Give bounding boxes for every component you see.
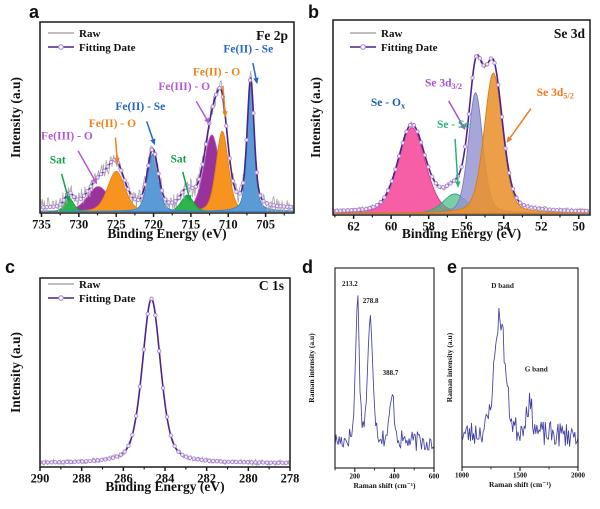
svg-text:60: 60 — [385, 220, 398, 234]
svg-text:Fe(III) - O: Fe(III) - O — [158, 81, 210, 93]
svg-text:Raw: Raw — [79, 279, 100, 291]
svg-text:200: 200 — [350, 472, 361, 480]
svg-text:278: 278 — [281, 472, 300, 486]
svg-text:Binding Energy (eV): Binding Energy (eV) — [402, 226, 521, 241]
svg-text:280: 280 — [239, 472, 258, 486]
panel-label-c: c — [5, 257, 16, 277]
svg-text:Se - Ox: Se - Ox — [371, 97, 406, 111]
svg-text:54: 54 — [497, 220, 510, 234]
svg-text:G band: G band — [525, 365, 548, 373]
panel-label-d: d — [302, 257, 313, 277]
svg-text:735: 735 — [32, 218, 51, 232]
svg-text:Fe 2p: Fe 2p — [256, 28, 288, 43]
svg-text:Raman intensity (a.u): Raman intensity (a.u) — [445, 332, 454, 402]
svg-text:Fe(II) - Se: Fe(II) - Se — [115, 101, 165, 113]
svg-text:Fe(III) - O: Fe(III) - O — [41, 130, 93, 142]
svg-text:710: 710 — [219, 218, 238, 232]
svg-text:50: 50 — [572, 220, 585, 234]
svg-text:Se - Se: Se - Se — [437, 119, 470, 131]
svg-text:705: 705 — [256, 218, 275, 232]
svg-text:Raman shift (cm⁻¹): Raman shift (cm⁻¹) — [489, 480, 552, 489]
svg-text:Fe(II) - Se: Fe(II) - Se — [223, 44, 273, 56]
svg-text:58: 58 — [422, 220, 435, 234]
svg-text:Raw: Raw — [381, 28, 402, 40]
svg-text:400: 400 — [389, 472, 400, 480]
panel-label-b: b — [308, 2, 319, 22]
panel-a-chart: 735 730 725 720 715 710 705 Binding Energy (eV)… — [8, 21, 295, 241]
svg-text:290: 290 — [31, 472, 50, 486]
svg-text:Raman shift (cm⁻¹): Raman shift (cm⁻¹) — [353, 481, 416, 490]
svg-text:Sat: Sat — [170, 153, 186, 165]
svg-text:388.7: 388.7 — [383, 369, 399, 377]
svg-text:2000: 2000 — [571, 471, 586, 479]
svg-text:Fitting Date: Fitting Date — [381, 42, 438, 54]
svg-text:1000: 1000 — [455, 471, 470, 479]
svg-text:Fitting Date: Fitting Date — [79, 42, 136, 54]
svg-text:278.8: 278.8 — [363, 297, 379, 305]
svg-text:600: 600 — [429, 472, 440, 480]
svg-text:Fitting Date: Fitting Date — [79, 293, 136, 305]
svg-text:56: 56 — [460, 220, 473, 234]
svg-text:Sat: Sat — [50, 154, 66, 166]
svg-text:62: 62 — [347, 220, 360, 234]
svg-text:725: 725 — [107, 218, 126, 232]
svg-text:213.2: 213.2 — [342, 280, 358, 288]
svg-text:D band: D band — [491, 282, 514, 290]
svg-text:282: 282 — [197, 472, 216, 486]
panel-b-chart: 62 60 58 56 54 52 50 Binding Energy (eV) Intensi… — [308, 19, 591, 241]
svg-text:730: 730 — [69, 218, 88, 232]
panel-d-chart: 200 400 600 Raman shift (cm⁻¹) Raman intensi… — [307, 267, 440, 490]
svg-text:52: 52 — [535, 220, 548, 234]
svg-text:286: 286 — [114, 472, 133, 486]
svg-text:Intensity (a.u): Intensity (a.u) — [8, 77, 23, 158]
panel-label-e: e — [447, 257, 458, 277]
svg-text:C 1s: C 1s — [259, 278, 284, 293]
svg-text:Intensity (a.u): Intensity (a.u) — [308, 77, 323, 158]
svg-text:715: 715 — [182, 218, 201, 232]
svg-text:Se 3d: Se 3d — [554, 26, 586, 41]
svg-text:Fe(II) - O: Fe(II) - O — [193, 66, 240, 78]
svg-text:Binding Energy (eV): Binding Energy (eV) — [107, 226, 226, 241]
svg-text:Se 3d3/2: Se 3d3/2 — [425, 77, 462, 91]
svg-text:Binding Energy (eV): Binding Energy (eV) — [105, 479, 224, 494]
panel-e-chart: 1000 1500 2000 Raman shift (cm⁻¹) Raman inte… — [445, 267, 586, 489]
svg-text:Intensity (a.u): Intensity (a.u) — [8, 332, 23, 413]
svg-text:Fe(II) - O: Fe(II) - O — [89, 118, 136, 130]
svg-text:Se 3d5/2: Se 3d5/2 — [537, 87, 574, 101]
svg-text:720: 720 — [144, 218, 163, 232]
svg-text:Raw: Raw — [79, 28, 100, 40]
svg-text:284: 284 — [156, 472, 176, 486]
svg-text:Raman intensity (a.u): Raman intensity (a.u) — [307, 333, 316, 403]
svg-text:1500: 1500 — [513, 471, 528, 479]
svg-text:288: 288 — [72, 472, 91, 486]
panel-label-a: a — [29, 2, 40, 22]
panel-c-chart: 290 288 286 284 282 280 278 Binding Energy (eV)… — [8, 277, 300, 494]
